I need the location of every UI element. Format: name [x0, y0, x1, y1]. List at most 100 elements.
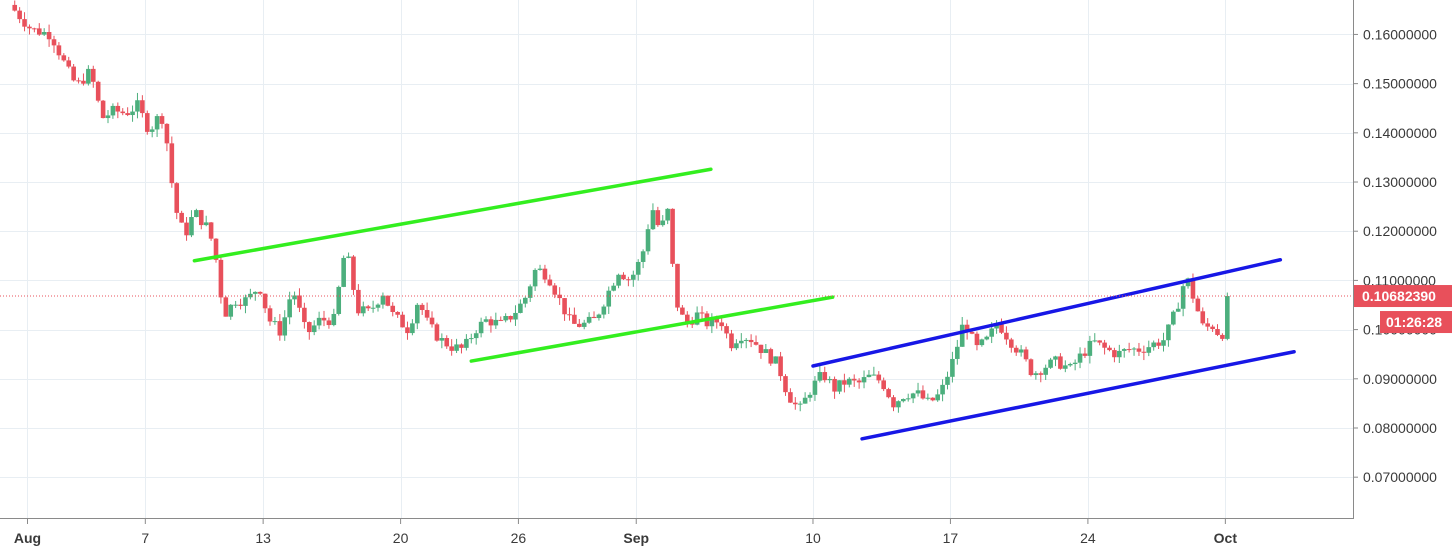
- candle-down: [1210, 326, 1215, 330]
- candle-down: [71, 66, 76, 81]
- candle-up: [861, 377, 867, 383]
- candle-down: [670, 208, 675, 264]
- candle-down: [768, 349, 774, 364]
- candle-up: [773, 356, 778, 364]
- candle-up: [248, 293, 253, 298]
- candle-down: [891, 397, 896, 408]
- candle-up: [896, 401, 901, 408]
- candle-down: [81, 80, 86, 84]
- candle-down: [886, 389, 891, 398]
- candle-up: [601, 306, 607, 315]
- candle-up: [311, 325, 317, 333]
- candle-down: [12, 4, 18, 11]
- candle-up: [950, 358, 955, 377]
- candle-up: [316, 317, 322, 326]
- candle-up: [905, 398, 911, 400]
- candle-down: [61, 55, 67, 61]
- candle-up: [1018, 349, 1024, 353]
- candle-down: [542, 268, 548, 280]
- candle-up: [797, 403, 803, 405]
- candle-down: [144, 113, 150, 132]
- green-channel-upper: [192, 167, 713, 263]
- candle-up: [1131, 348, 1137, 350]
- candle-down: [395, 311, 400, 315]
- x-tick-label: Oct: [1214, 530, 1238, 546]
- candle-up: [645, 229, 651, 252]
- candle-down: [213, 238, 219, 260]
- candle-up: [635, 261, 641, 275]
- candle-down: [1156, 342, 1161, 346]
- candle-down: [120, 111, 126, 114]
- candle-up: [734, 343, 739, 349]
- candle-down: [1220, 334, 1225, 339]
- candle-down: [1004, 332, 1009, 340]
- candle-up: [518, 303, 523, 313]
- candle-down: [547, 279, 553, 286]
- candle-up: [478, 321, 484, 334]
- candle-up: [410, 323, 415, 334]
- y-tick-label: 0.15000000: [1363, 76, 1437, 92]
- candle-down: [832, 378, 837, 392]
- candle-down: [76, 80, 81, 82]
- candle-down: [793, 402, 798, 405]
- candle-down: [198, 210, 204, 226]
- candle-up: [866, 374, 872, 378]
- candle-up: [955, 346, 960, 359]
- candle-up: [130, 111, 135, 116]
- candle-up: [827, 378, 832, 381]
- candle-up: [994, 324, 999, 329]
- candle-up: [802, 397, 808, 404]
- candle-up: [1171, 311, 1176, 325]
- candle-up: [287, 299, 292, 318]
- x-tick-label: 17: [943, 530, 959, 546]
- candle-down: [174, 183, 180, 213]
- candle-down: [748, 339, 754, 343]
- green-channel-lower: [469, 295, 835, 363]
- candle-up: [1033, 373, 1039, 376]
- candle-down: [1028, 359, 1034, 376]
- candle-up: [640, 251, 646, 262]
- candle-down: [498, 319, 504, 321]
- x-tick-label: Aug: [14, 530, 41, 546]
- candle-up: [189, 217, 194, 236]
- candle-down: [125, 113, 130, 116]
- candle-up: [739, 340, 744, 344]
- candle-up: [243, 297, 248, 306]
- candle-up: [989, 328, 994, 337]
- candle-up: [154, 116, 160, 130]
- candle-up: [1053, 356, 1058, 360]
- y-tick-label: 0.09000000: [1363, 371, 1437, 387]
- candle-down: [159, 116, 165, 124]
- candle-down: [32, 28, 37, 30]
- candle-up: [473, 333, 479, 339]
- candle-down: [758, 344, 764, 353]
- candle-up: [537, 268, 543, 270]
- y-tick-label: 0.11000000: [1363, 272, 1436, 288]
- candle-down: [179, 212, 184, 223]
- candle-up: [341, 257, 346, 287]
- candle-up: [464, 338, 469, 348]
- candle-up: [370, 307, 376, 309]
- candle-up: [743, 339, 749, 341]
- last-price-tag: [1354, 285, 1452, 308]
- candle-up: [945, 376, 950, 385]
- candle-up: [1072, 362, 1078, 364]
- candle-up: [1180, 286, 1186, 309]
- candle-up: [1175, 308, 1181, 312]
- candle-up: [194, 210, 199, 218]
- candle-up: [336, 286, 342, 314]
- candle-up: [1225, 296, 1230, 339]
- candle-down: [974, 333, 980, 346]
- candle-down: [856, 380, 862, 383]
- candle-up: [660, 220, 666, 226]
- x-axis-ticks: Aug 7 13 20 26 Sep 10 17 24 Oct: [14, 519, 1237, 546]
- candle-up: [1166, 324, 1171, 341]
- candle-down: [1023, 349, 1029, 360]
- candle-up: [522, 297, 528, 304]
- candle-down: [115, 105, 121, 112]
- blue-channel-lower: [860, 349, 1296, 441]
- price-tags: 0.10682390 01:26:28: [1354, 285, 1452, 334]
- last-price-label: 0.10682390: [1362, 288, 1436, 304]
- candle-up: [1121, 349, 1127, 351]
- candle-down: [562, 298, 567, 315]
